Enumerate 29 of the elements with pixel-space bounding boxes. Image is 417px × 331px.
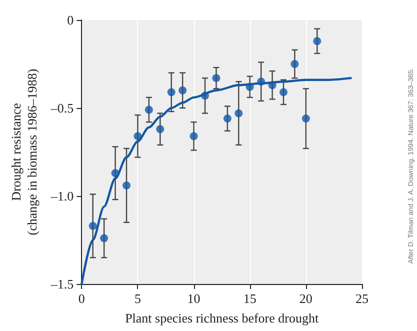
point [234, 109, 243, 118]
x-tick-label: 0 [78, 291, 85, 306]
y-tick-label: –1.0 [50, 188, 74, 204]
point [223, 114, 232, 123]
point [290, 60, 299, 68]
y-tick-label: –0.5 [50, 100, 74, 116]
y-tick-label: –1.5 [50, 276, 74, 292]
point [122, 181, 131, 190]
point [134, 132, 142, 140]
point [212, 74, 220, 82]
x-tick-label: 10 [187, 291, 200, 306]
point [167, 88, 176, 96]
point [144, 106, 153, 114]
x-tick-label: 25 [356, 291, 368, 306]
y-axis-title: Drought resistance (change in biomass 1986–1988) [8, 68, 40, 236]
point [313, 37, 322, 46]
x-tick-label: 15 [243, 291, 256, 306]
point [156, 125, 164, 134]
point [88, 222, 97, 230]
x-axis-title: Plant species richness before drought [125, 310, 319, 326]
point [178, 86, 187, 94]
point [302, 114, 310, 123]
point [100, 234, 108, 242]
point [280, 88, 288, 96]
x-tick-label: 20 [299, 291, 312, 306]
line-series [80, 76, 352, 286]
point [190, 132, 198, 140]
y-tick-label: 0 [67, 12, 74, 28]
x-tick-label: 5 [134, 291, 141, 306]
